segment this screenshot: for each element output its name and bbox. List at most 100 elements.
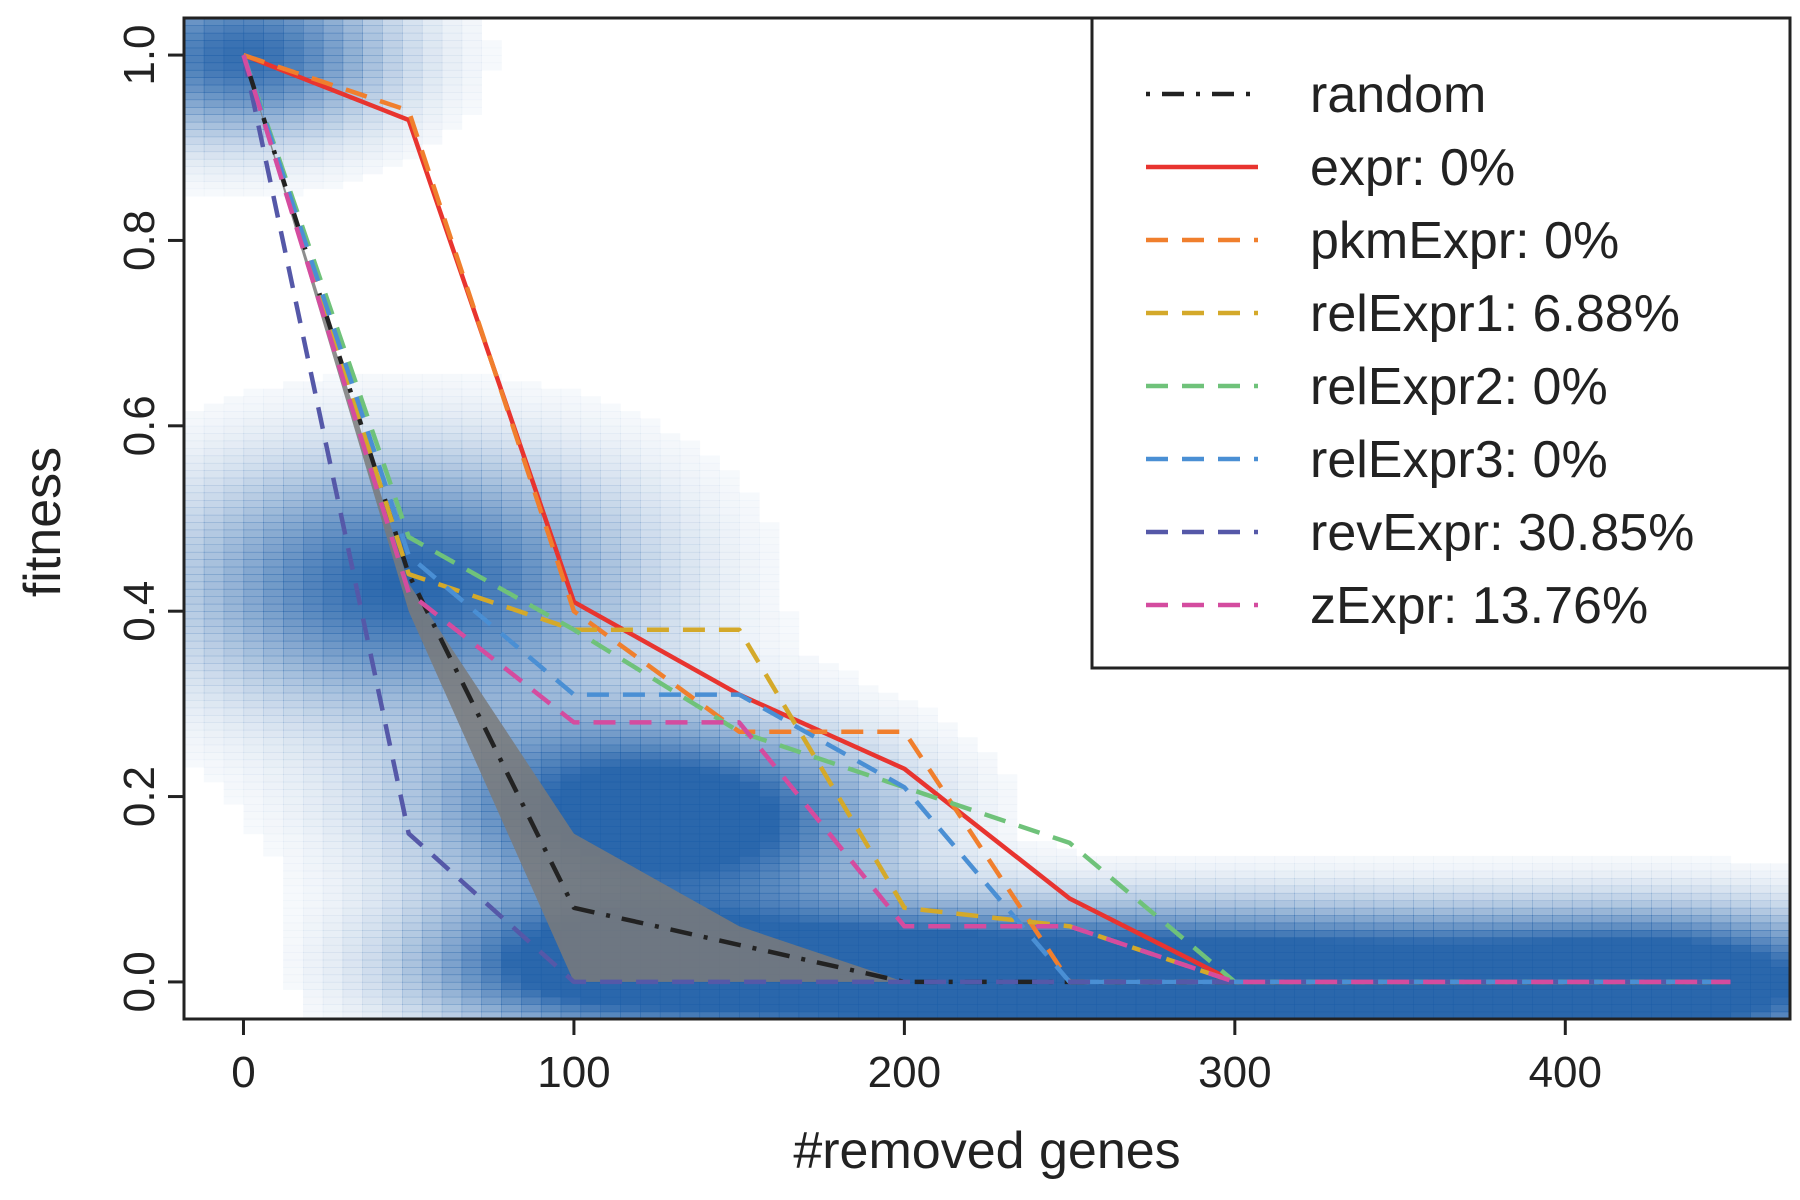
heatmap-cell	[1413, 892, 1434, 901]
heatmap-cell	[243, 388, 264, 397]
heatmap-cell	[917, 855, 938, 864]
heatmap-cell	[1314, 870, 1335, 879]
heatmap-cell	[382, 774, 403, 783]
heatmap-cell	[402, 655, 423, 664]
heatmap-cell	[421, 537, 443, 545]
heatmap-cell	[263, 181, 284, 190]
heatmap-cell	[838, 826, 859, 835]
heatmap-cell	[540, 974, 562, 983]
heatmap-cell	[402, 500, 423, 508]
heatmap-cell	[342, 848, 363, 857]
heatmap-cell	[798, 996, 819, 1005]
heatmap-cell	[838, 818, 859, 827]
heatmap-cell	[461, 62, 482, 71]
heatmap-cell	[243, 551, 264, 560]
heatmap-cell	[620, 744, 641, 753]
heatmap-cell	[481, 900, 502, 909]
heatmap-cell	[501, 537, 522, 545]
heatmap-cell	[243, 492, 264, 501]
heatmap-cell	[878, 959, 899, 968]
heatmap-cell	[303, 989, 324, 998]
heatmap-cell	[461, 32, 482, 41]
heatmap-cell	[600, 633, 621, 642]
heatmap-cell	[342, 40, 363, 49]
heatmap-cell	[739, 685, 760, 694]
heatmap-cell	[659, 870, 681, 879]
heatmap-cell	[322, 403, 344, 412]
heatmap-cell	[759, 544, 780, 553]
heatmap-cell	[560, 737, 582, 746]
heatmap-cell	[1710, 1011, 1732, 1019]
heatmap-cell	[184, 114, 205, 123]
heatmap-cell	[243, 25, 264, 34]
heatmap-cell	[679, 655, 701, 664]
heatmap-cell	[917, 796, 938, 805]
heatmap-cell	[402, 411, 423, 419]
legend-label-pkmexpr: pkmExpr: 0%	[1310, 212, 1619, 270]
heatmap-cell	[283, 715, 304, 723]
heatmap-cell	[560, 818, 582, 827]
heatmap-cell	[659, 566, 681, 575]
heatmap-cell	[283, 766, 304, 775]
heatmap-cell	[402, 485, 423, 494]
heatmap-cell	[540, 967, 562, 976]
heatmap-cell	[1472, 885, 1494, 894]
heatmap-cell	[1195, 944, 1216, 953]
heatmap-cell	[957, 907, 978, 916]
heatmap-cell	[620, 707, 641, 716]
heatmap-cell	[382, 818, 403, 827]
heatmap-cell	[461, 937, 482, 946]
heatmap-cell	[560, 729, 582, 738]
heatmap-cell	[719, 729, 740, 738]
heatmap-cell	[521, 729, 542, 738]
heatmap-cell	[580, 433, 601, 442]
heatmap-cell	[659, 833, 681, 842]
heatmap-cell	[303, 878, 324, 887]
heatmap-cell	[481, 40, 501, 48]
heatmap-cell	[977, 818, 998, 827]
heatmap-cell	[223, 626, 245, 634]
heatmap-cell	[362, 789, 383, 798]
series-line-zexpr	[241, 54, 1731, 985]
heatmap-cell	[521, 418, 542, 427]
heatmap-cell	[897, 715, 919, 723]
heatmap-cell	[798, 937, 819, 946]
heatmap-cell	[699, 900, 720, 909]
heatmap-cell	[1135, 944, 1157, 953]
heatmap-cell	[1115, 981, 1137, 990]
heatmap-cell	[501, 492, 522, 501]
heatmap-cell	[382, 670, 403, 679]
heatmap-cell	[283, 99, 304, 108]
heatmap-cell	[937, 892, 958, 901]
heatmap-cell	[1274, 892, 1295, 901]
heatmap-cell	[1710, 981, 1732, 990]
heatmap-cell	[977, 863, 998, 872]
heatmap-cell	[263, 25, 284, 34]
heatmap-cell	[759, 885, 780, 894]
heatmap-cell	[342, 151, 363, 160]
heatmap-cell	[1750, 892, 1771, 901]
heatmap-cell	[1234, 959, 1256, 968]
heatmap-cell	[382, 144, 403, 153]
heatmap-cell	[1532, 974, 1553, 983]
heatmap-cell	[303, 863, 324, 872]
heatmap-cell	[263, 841, 284, 849]
heatmap-cell	[818, 937, 839, 946]
heatmap-cell	[699, 892, 720, 901]
heatmap-cell	[382, 470, 403, 479]
heatmap-cell	[303, 40, 324, 49]
heatmap-cell	[263, 759, 284, 768]
heatmap-cell	[858, 737, 879, 746]
heatmap-cell	[441, 411, 463, 419]
heatmap-cell	[897, 759, 919, 768]
heatmap-cell	[1076, 974, 1097, 983]
heatmap-cell	[362, 522, 383, 531]
heatmap-cell	[699, 722, 720, 731]
heatmap-cell	[739, 588, 760, 597]
heatmap-cell	[322, 62, 344, 71]
heatmap-cell	[283, 84, 304, 93]
heatmap-cell	[362, 537, 383, 545]
heatmap-cell	[362, 640, 383, 649]
heatmap-cell	[1234, 900, 1256, 909]
heatmap-cell	[1254, 974, 1276, 983]
